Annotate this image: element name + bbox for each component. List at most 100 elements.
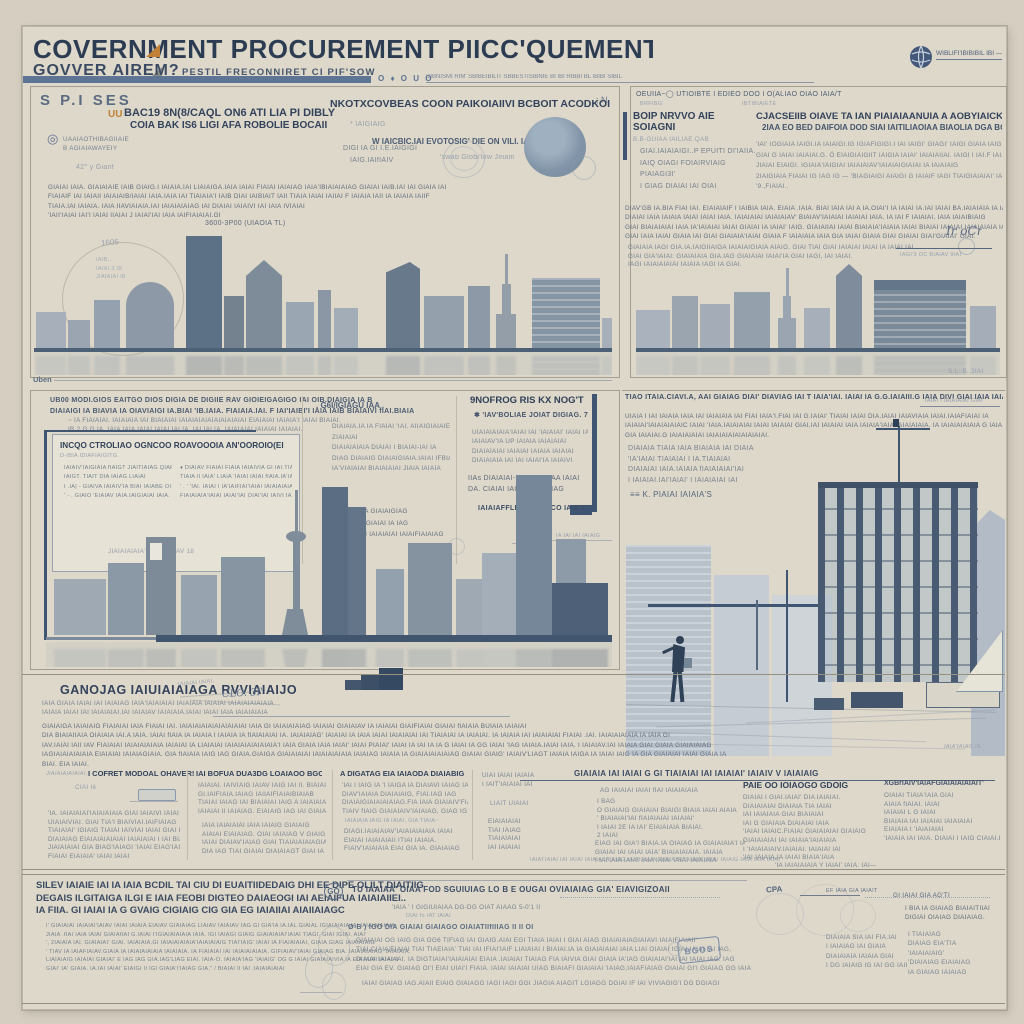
stepped-blocks — [345, 668, 403, 690]
tr-accent-bar — [623, 112, 627, 160]
city-skyline-2 — [636, 258, 1000, 352]
header-bar-icons: O ♦ O U O — [378, 74, 434, 83]
tr-signature-ring-icon — [958, 238, 975, 255]
tr-top-line: OEUIIA~◯ UTIOIBTE I EDIEO DOO I O(ALIAO … — [636, 91, 842, 98]
person-silhouette — [660, 636, 696, 706]
bgos-stamp: BGOS — [676, 935, 722, 965]
mr-paragraph: UIAIA I IAI IAIAIA IAIA IAI IAIAIAIA IAI… — [625, 413, 1003, 439]
ml-divider-2 — [456, 396, 457, 564]
tr-sub-right: IBTIBIAIETE — [742, 101, 777, 107]
ml-mark-note: IA IAI IAI IAIAIG — [556, 533, 601, 539]
ml-mid-heading: . G6I/IGIAGU IAA . — [316, 401, 385, 410]
footer-dotted-2 — [865, 897, 990, 898]
go-circle-icon: GO — [324, 883, 343, 900]
tr-col1-lines: GIAI.IAIAIAIGI..P EPUITI DI'IAIIA. IAIQ O… — [640, 148, 755, 190]
tr-col2-sub: 2IAA EO BED DAIFOIA DOD SIAI IAITILIAOIA… — [762, 123, 1002, 132]
tl-caption: 3600-3P00 (UIAOIA TL) — [205, 220, 286, 227]
tl-badge: UU — [108, 109, 123, 120]
footer-colB-head: I BIA IA GIAIAG BIAIAITIIAI DIGIAI OIAIAG… — [905, 905, 991, 921]
mr-top-line: TIAO ITAIA.CIAVI.A, AAI GIAIAG DIAI' DIA… — [625, 394, 1003, 401]
tl-paragraph: GIAIAI IAIA. GIAIAIAIE IAIB GIAIG.I IAIA… — [48, 184, 447, 220]
col5-first: AG IAIAIAI IAIAI fIAI IAIAIAIAIA — [600, 787, 699, 794]
col4-mid: LIAIT UIAIAI — [490, 800, 529, 807]
ml-callout-right-lines: ♦ DIAIAV FIAIAI FIAIA IAIAIVIA GI IAI.TI… — [180, 465, 292, 500]
city-skyline-3 — [46, 470, 612, 642]
band-paragraph: GIAIAIGA IAIAIAIG FIAIAIAI IAIA FIAIAI I… — [42, 723, 727, 768]
ml-right-frame-v — [592, 394, 597, 512]
header-meta-line: DIBNISMI RIM' SBIBEIBILIT SBBESTISIBNIE … — [426, 74, 814, 83]
tr-signature-caption: IAGI'3 OC BIAIAV 9IAI — [900, 252, 962, 258]
mr-scene-signature: IAIA'IAIAG IA.' — [944, 744, 984, 750]
tl-heading-a1: BAC19 8N(8/CAQL ON6 ATI LIA PI DIBLY — [124, 107, 336, 119]
band-rule-1 — [213, 716, 510, 717]
water-reflection-3 — [46, 642, 612, 667]
ml-corner-rule-h — [44, 430, 256, 432]
oval-sketch-3 — [322, 972, 346, 1000]
ml-right-heading: 9NOFROG RIS KX NOG'T — [470, 395, 584, 406]
tr-signature-rule — [896, 248, 992, 249]
ml-callout-heading: INCQO CTROLIAO OGNCOO ROAVOOOIA AN'OOROI… — [60, 441, 284, 450]
cpa-note-right2: GI IAIAI GIA AG'TI — [893, 892, 950, 899]
band-heading: GANOJAG IAIUIAIAIAGA RVVIAIAIJO — [60, 683, 298, 697]
header-rule-bar — [23, 76, 371, 83]
tr-col2-heading: CJACSEIIB OIAVE TA IAN PIAIAIAANUIA A AO… — [756, 111, 1002, 122]
col1-pre: JIAIAIAIAIAIAI, — [46, 771, 88, 777]
construction-scene — [626, 470, 1005, 756]
construction-post-1 — [786, 570, 788, 702]
oval-sketch-rule — [300, 992, 342, 993]
col1-lines: 'IA. IAIAIAIAI'IAIAIAIAIA GIAI IAIAIVI I… — [48, 810, 180, 860]
ml-paragraph2: ~ IA FIAIAIAI. IAIAIAIA IAI BIAIAIAI IAI… — [68, 417, 342, 434]
footer-bullets: GIAIAIAI OG IAIG GIA OG6 TIFIAG IAI GIAI… — [356, 937, 752, 973]
logo-text: WIBLIFI'IBIBIBIL IBI — — [936, 50, 1002, 60]
tl-gear-lines: UAAIAOTHIBAGIIAIE B AGIAIAWAYEIY — [63, 136, 129, 152]
footer-box — [22, 874, 1005, 1004]
col3-heading: A DIGATAG EIA IAIAODA DIAIABIGG — [340, 769, 464, 778]
ml-mid-items: '9 GIAIAIAIA GIAIAIGIAG CIAIAIAI G GIAIAI… — [330, 508, 444, 538]
page-title: COVERNMENT PROCUREMENT PIICC'QUEMENT — [33, 34, 653, 64]
ml-right-frame-box — [570, 505, 592, 515]
ml-right-star-line: ✱ 'IAV'BOLIAE JOIAT DIGIAG. 7 — [474, 412, 589, 419]
col5-bullets: I BAG O GIAIAIG GIAIAIAI BIAIGI BIAIA IAI… — [597, 798, 737, 840]
footer-top-rule — [347, 880, 747, 881]
footer-dotted-1 — [560, 897, 720, 898]
water-reflection-2 — [636, 352, 1000, 375]
col6-lines: DIAIAI I GIAI.IAIAI' DIA IAIAIAI. DIAIAIA… — [743, 794, 867, 862]
tl-degree-note: 42° y Giant — [76, 164, 115, 171]
mr-top-right-rule — [920, 406, 1000, 407]
col3-lines: 'IAI I IAIG IA 'I IAIGA ƖA DIAIAVI IAIAG… — [342, 782, 468, 815]
tl-faint-circle — [62, 242, 184, 356]
col3-sub: IAIAIAIA IAIG IA IAIAI, GIA TIAIA~ — [345, 818, 439, 824]
band-sub: IAIA GIAIA IAIAI IAI IAIAIAG IAIA'IAIAIA… — [42, 700, 274, 716]
truck-sketch-icon — [138, 789, 176, 801]
col4-lines: UIAI IAIAI IAIAIA I IAIT'IAIAIAI IAI — [482, 772, 535, 788]
tl-mid-line2: 'swab Globi'low Jinam — [440, 154, 515, 161]
crane-operator-icon — [893, 419, 899, 427]
panel-top-right — [630, 86, 1007, 378]
col7-lines: OIAIAI TIAIA'IAIA GIAI AIAIA fIAIAI. IAIA… — [884, 792, 1000, 842]
mr-pairs: DIAIAIA TIAIA IAIA BIAIAIA IAI DIAIA 'IA'… — [628, 445, 754, 484]
globe-logo-icon — [910, 45, 932, 69]
page-subtitle-bold: GOVVER AIREM? — [33, 62, 180, 79]
ml-corner-rule-v — [44, 430, 47, 640]
mr-signature: ≡≡ K. PIAIAI IAIAIA'S — [630, 490, 713, 499]
gear-icon: ◎ — [47, 131, 59, 146]
col1-heading: I COFRET MODOAL OHAVER! — [88, 769, 195, 778]
col7-heading: XGBrIAIV'IAIAFGIAIAIAIAIAIT' — [884, 780, 984, 787]
col6-heading: PAIE OO IOIAOGO GDOIG — [743, 780, 849, 790]
tr-corner-note: S.L. B..3IAI — [948, 368, 984, 375]
city-skyline-1 — [34, 234, 612, 352]
crane-mast — [898, 426, 900, 484]
footer-head3: SILEV IAIAIE IAI IA IAIA BCDIL TAI CIU D… — [36, 880, 424, 916]
footer-last-line: IAIAI GIAIAG IAG.AIAII EIAIG GIAIAGG IAG… — [362, 980, 720, 987]
tr-col1-heading: BOIP NRVVO AIE SOIAGNI — [633, 111, 715, 133]
col4-lines2: EIAIAIAIAI TIAI IAIAG TIAIAIAIAI IAI IAIAIA… — [488, 818, 522, 851]
tr-sub-left: BRFIBG' — [640, 101, 664, 107]
panel-mid-left — [30, 390, 620, 670]
ml-callout-left-lines: IAIAIV'IAIGIAIA fIAIGT JIAITIAIAG QIAFIA… — [64, 465, 172, 500]
footer-paragraph: I' GIAIAIAI IAIAIAI'IAIAV IAIAI IAIAIA E… — [46, 923, 411, 972]
band-mid-underline — [520, 780, 995, 781]
band-border-note: 'IA IAIAIAIAIA Y IAIAI' IAIA: IAI— — [772, 862, 880, 869]
ml-callout-sub: D-IBIA IDIAFIAIGITG. — [60, 453, 120, 459]
footer-colB: I TIAIAIAG DIAIAG EIA'TIA 'IAIAIAIAIG' 'DIA… — [908, 931, 971, 976]
